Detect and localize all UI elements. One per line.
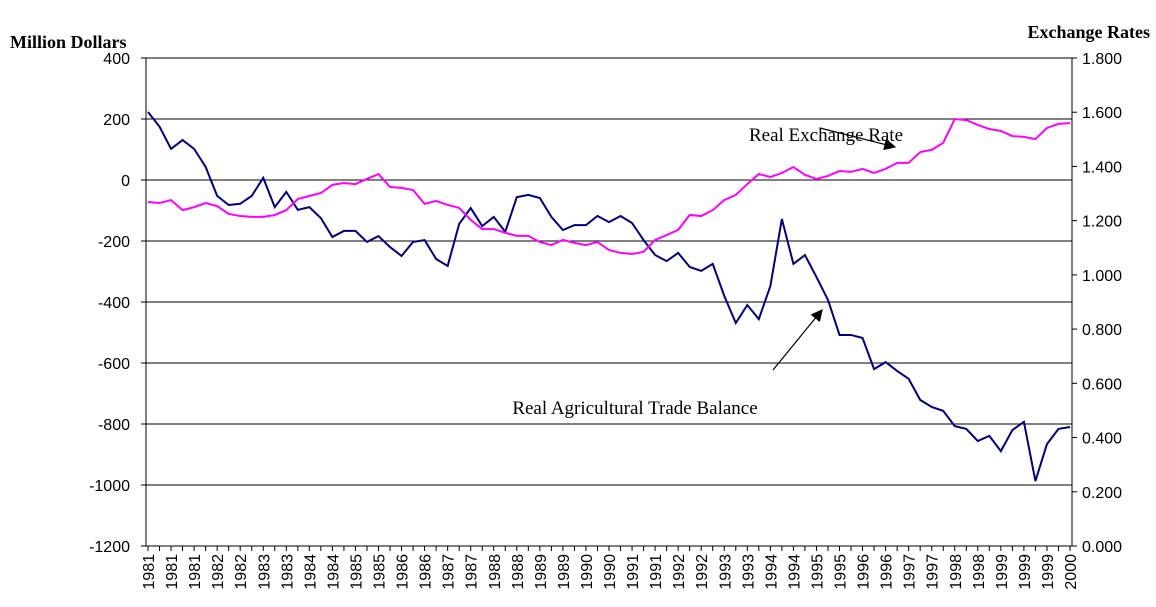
- y-tick-label: -400: [98, 295, 130, 312]
- x-tick-label: 1996: [856, 554, 873, 590]
- x-tick-label: 1994: [763, 554, 780, 590]
- y2-tick-label: 0.600: [1082, 376, 1122, 393]
- y2-tick-label: 1.400: [1082, 159, 1122, 176]
- x-tick-label: 1999: [1040, 554, 1057, 590]
- y-tick-label: -800: [98, 417, 130, 434]
- x-tick-label: 1995: [833, 554, 850, 590]
- x-tick-label: 1997: [902, 554, 919, 590]
- y-tick-label: -1200: [89, 539, 130, 556]
- x-tick-label: 1981: [187, 554, 204, 590]
- y2-tick-label: 1.600: [1082, 105, 1122, 122]
- x-tick-label: 1996: [879, 554, 896, 590]
- x-tick-label: 1982: [210, 554, 227, 590]
- x-tick-label: 1988: [510, 554, 527, 590]
- x-tick-label: 1987: [464, 554, 481, 590]
- x-tick-label: 1984: [302, 554, 319, 590]
- x-tick-label: 1984: [325, 554, 342, 590]
- x-tick-label: 1993: [717, 554, 734, 590]
- y-tick-label: -600: [98, 356, 130, 373]
- x-tick-label: 1986: [418, 554, 435, 590]
- x-tick-label: 1985: [372, 554, 389, 590]
- x-tick-label: 1981: [141, 554, 158, 590]
- x-tick-label: 1990: [579, 554, 596, 590]
- y2-tick-label: 1.000: [1082, 268, 1122, 285]
- x-tick-label: 1991: [625, 554, 642, 590]
- annotation: Real Exchange Rate: [749, 125, 903, 146]
- x-tick-label: 1988: [487, 554, 504, 590]
- x-tick-label: 1998: [971, 554, 988, 590]
- y-tick-label: 400: [103, 51, 130, 68]
- x-tick-label: 1986: [395, 554, 412, 590]
- x-tick-label: 1994: [786, 554, 803, 590]
- x-tick-label: 1981: [164, 554, 181, 590]
- y2-tick-label: 1.200: [1082, 214, 1122, 231]
- series-line: [147, 117, 1071, 256]
- annotation-arrow: [819, 127, 897, 151]
- x-tick-label: 1992: [694, 554, 711, 590]
- annotation: Real Agricultural Trade Balance: [512, 398, 757, 419]
- x-tick-label: 1999: [1017, 554, 1034, 590]
- x-tick-label: 2000: [1063, 554, 1080, 590]
- x-tick-label: 1998: [948, 554, 965, 590]
- y2-tick-label: 0.200: [1082, 485, 1122, 502]
- x-tick-label: 1987: [441, 554, 458, 590]
- y-axis-title: Million Dollars: [10, 32, 127, 52]
- y2-tick-label: 0.400: [1082, 431, 1122, 448]
- y2-tick-label: 1.800: [1082, 51, 1122, 68]
- x-tick-label: 1982: [233, 554, 250, 590]
- y2-tick-label: 0.000: [1082, 539, 1122, 556]
- x-tick-label: 1995: [809, 554, 826, 590]
- x-tick-label: 1993: [740, 554, 757, 590]
- series-line: [147, 111, 1071, 482]
- y2-axis-title: Exchange Rates: [1028, 22, 1151, 42]
- x-tick-label: 1983: [279, 554, 296, 590]
- annotation-arrow: [772, 309, 823, 371]
- x-tick-label: 1992: [671, 554, 688, 590]
- x-tick-label: 1997: [925, 554, 942, 590]
- x-tick-label: 1989: [556, 554, 573, 590]
- y-tick-label: 200: [103, 112, 130, 129]
- y-tick-label: -200: [98, 234, 130, 251]
- x-tick-label: 1991: [648, 554, 665, 590]
- y-tick-label: -1000: [89, 478, 130, 495]
- y2-tick-label: 0.800: [1082, 322, 1122, 339]
- y-tick-label: 0: [121, 173, 130, 190]
- x-tick-label: 1983: [256, 554, 273, 590]
- x-tick-label: 1989: [533, 554, 550, 590]
- x-tick-label: 1999: [994, 554, 1011, 590]
- x-tick-label: 1990: [602, 554, 619, 590]
- x-tick-label: 1985: [348, 554, 365, 590]
